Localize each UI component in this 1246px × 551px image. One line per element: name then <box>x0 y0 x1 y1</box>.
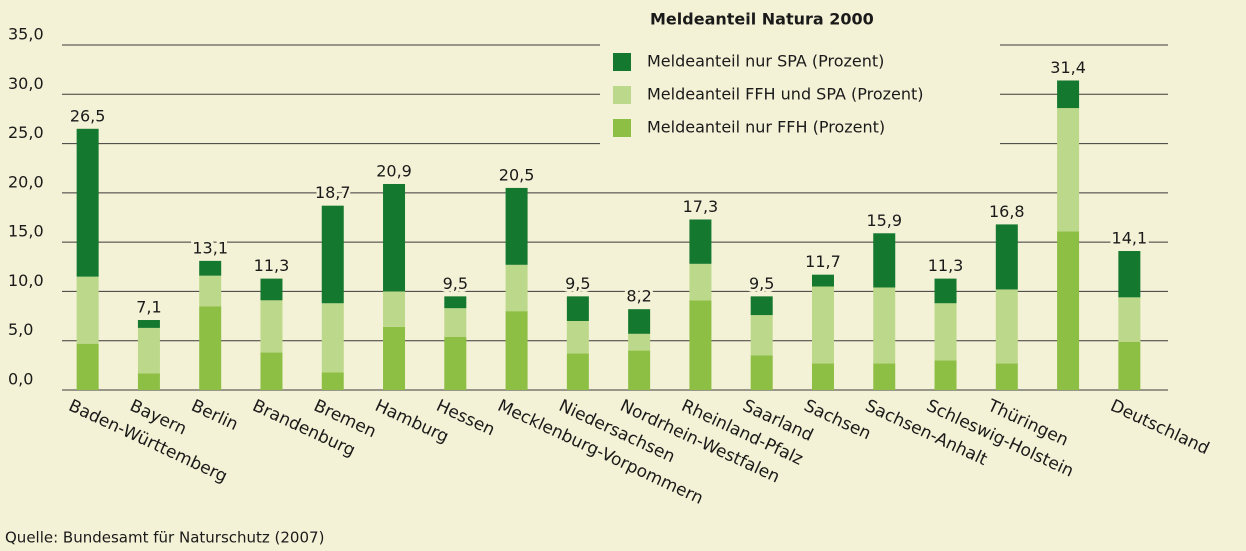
y-tick-label: 20,0 <box>8 172 44 191</box>
y-tick-label: 30,0 <box>8 74 44 93</box>
bar-segment <box>1057 108 1080 232</box>
y-tick-label: 15,0 <box>8 222 44 241</box>
y-tick-label: 25,0 <box>8 123 44 142</box>
bar-segment <box>934 360 957 390</box>
bar-segment <box>566 321 589 354</box>
total-label: 8,2 <box>626 287 651 306</box>
bar-segment <box>1057 80 1080 109</box>
legend-label: Meldeanteil nur SPA (Prozent) <box>647 52 884 71</box>
bar-segment <box>689 219 712 264</box>
bar-segment <box>505 311 528 390</box>
legend-swatch <box>613 53 631 71</box>
total-label: 11,3 <box>254 256 290 275</box>
source-note: Quelle: Bundesamt für Naturschutz (2007) <box>5 529 324 547</box>
bar-segment <box>444 308 467 337</box>
bar-segment <box>873 287 896 364</box>
total-label: 18,7 <box>315 183 351 202</box>
bar-segment <box>995 224 1018 290</box>
bar-segment <box>444 336 467 390</box>
bar-segment <box>1118 341 1141 390</box>
bar-segment <box>995 289 1018 364</box>
total-label: 26,5 <box>70 106 106 125</box>
bar-segment <box>750 315 773 356</box>
bar-segment <box>811 286 834 364</box>
legend-background <box>600 8 1000 148</box>
bar-segment <box>137 327 160 374</box>
bar-segment <box>321 303 344 373</box>
bar-segment <box>199 275 222 307</box>
y-tick-label: 35,0 <box>8 25 44 44</box>
total-label: 9,5 <box>749 274 774 293</box>
bar-segment <box>628 350 651 390</box>
y-tick-label: 0,0 <box>8 370 33 389</box>
legend-label: Meldeanteil FFH und SPA (Prozent) <box>647 85 924 104</box>
x-tick-label: Berlin <box>188 396 241 435</box>
bar-segment <box>76 128 99 277</box>
bar-segment <box>199 260 222 276</box>
total-label: 7,1 <box>136 298 161 317</box>
bar-segment <box>750 296 773 316</box>
legend-title: Meldeanteil Natura 2000 <box>650 10 874 29</box>
bar-segment <box>750 355 773 390</box>
bar-segment <box>873 233 896 288</box>
bar-segment <box>995 363 1018 390</box>
total-label: 11,3 <box>928 256 964 275</box>
legend-label: Meldeanteil nur FFH (Prozent) <box>647 118 885 137</box>
bar-segment <box>260 300 283 353</box>
bar-segment <box>934 278 957 304</box>
bar-segment <box>321 205 344 304</box>
legend-swatch <box>613 86 631 104</box>
bar-segment <box>76 343 99 390</box>
total-label: 11,7 <box>805 252 841 271</box>
bar-segment <box>628 309 651 334</box>
bar-segment <box>383 326 406 390</box>
bar-segment <box>76 276 99 344</box>
total-label: 16,8 <box>989 202 1025 221</box>
bar-segment <box>1118 297 1141 342</box>
bar-segment <box>811 363 834 390</box>
x-tick-label: Deutschland <box>1107 396 1212 459</box>
bar-segment <box>811 274 834 287</box>
bar-segment <box>1118 251 1141 298</box>
total-label: 20,5 <box>499 165 535 184</box>
bar-segment <box>444 296 467 309</box>
bar-segment <box>260 352 283 390</box>
bar-segment <box>199 306 222 390</box>
bar-segment <box>137 373 160 390</box>
bar-segment <box>137 320 160 328</box>
legend-swatch <box>613 119 631 137</box>
bar-segment <box>566 296 589 321</box>
bar-segment <box>321 372 344 390</box>
total-label: 9,5 <box>565 274 590 293</box>
total-label: 31,4 <box>1050 58 1086 77</box>
bar-segment <box>1057 231 1080 390</box>
total-label: 14,1 <box>1112 229 1148 248</box>
bar-segment <box>689 300 712 390</box>
bar-segment <box>628 333 651 351</box>
total-label: 13,1 <box>192 238 228 257</box>
total-label: 17,3 <box>683 197 719 216</box>
bar-segment <box>566 353 589 390</box>
bar-segment <box>260 278 283 301</box>
total-label: 20,9 <box>376 161 412 180</box>
total-label: 15,9 <box>866 211 902 230</box>
bar-segment <box>689 263 712 301</box>
y-tick-label: 10,0 <box>8 271 44 290</box>
y-tick-label: 5,0 <box>8 320 33 339</box>
bar-segment <box>873 363 896 390</box>
bar-segment <box>383 183 406 292</box>
bar-segment <box>383 291 406 327</box>
total-label: 9,5 <box>443 274 468 293</box>
bar-segment <box>505 187 528 265</box>
bar-segment <box>505 264 528 312</box>
bar-segment <box>934 303 957 361</box>
